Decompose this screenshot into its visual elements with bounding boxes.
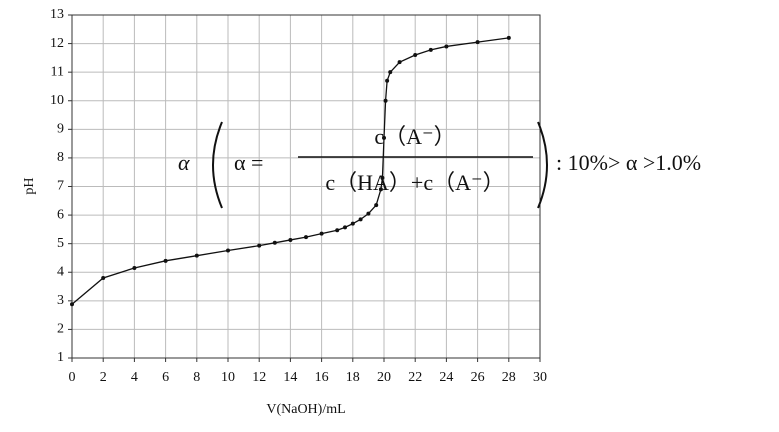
point (319, 231, 324, 236)
x-tick-label: 12 (252, 370, 266, 385)
annotation: c（A⁻） (374, 124, 455, 149)
x-tick-label: 2 (100, 370, 107, 385)
y-tick-label: 10 (50, 93, 64, 108)
y-tick-label: 11 (51, 64, 64, 79)
point (378, 187, 383, 192)
x-tick-label: 14 (283, 370, 297, 385)
point (385, 78, 390, 83)
annotation: : 10%> α >1.0% (556, 150, 701, 175)
x-tick-label: 4 (131, 370, 138, 385)
plot-frame (71, 14, 541, 359)
y-tick-label: 1 (57, 350, 64, 365)
y-tick-label: 12 (50, 36, 64, 51)
point (506, 35, 511, 40)
y-tick-label: 7 (57, 179, 64, 194)
point (163, 258, 168, 263)
point (366, 211, 371, 216)
x-tick-label: 20 (377, 370, 391, 385)
y-tick-label: 13 (50, 7, 64, 22)
x-tick-label: 30 (533, 370, 547, 385)
y-tick-label: 8 (57, 150, 64, 165)
point (382, 135, 386, 140)
point (304, 235, 308, 240)
x-tick-label: 26 (471, 370, 485, 385)
y-axis-label: pH (22, 177, 37, 194)
point (413, 53, 418, 58)
point (194, 253, 199, 258)
x-tick-label: 6 (162, 370, 169, 385)
x-tick-label: 28 (502, 370, 516, 385)
formula: α α = c（A⁻） c（HA）+c（A⁻） : 10%> α >1.0% (178, 121, 701, 209)
y-tick-label: 3 (57, 293, 64, 308)
annotation: α = (234, 150, 263, 175)
y-tick-label: 9 (57, 122, 64, 137)
point (226, 248, 230, 253)
point (383, 98, 388, 103)
x-tick-label: 22 (408, 370, 422, 385)
annotation: c（HA）+c（A⁻） (325, 170, 504, 195)
x-tick-label: 8 (193, 370, 200, 385)
annotation: α (178, 150, 190, 175)
x-axis-label: V(NaOH)/mL (266, 402, 345, 417)
point (475, 40, 480, 45)
x-tick-label: 10 (221, 370, 235, 385)
y-tick-label: 4 (57, 264, 64, 279)
x-tick-label: 24 (439, 370, 453, 385)
point (70, 302, 74, 307)
x-tick-label: 18 (346, 370, 360, 385)
point (132, 265, 137, 270)
point (428, 47, 433, 52)
point (288, 237, 293, 242)
point (358, 217, 363, 222)
y-tick-label: 6 (57, 207, 64, 222)
point (444, 44, 449, 49)
y-tick-label: 2 (57, 322, 64, 337)
x-tick-label: 16 (315, 370, 329, 385)
point (343, 225, 347, 230)
point (380, 175, 385, 180)
point (257, 243, 262, 248)
point (397, 60, 402, 65)
paren (537, 121, 548, 209)
point (350, 221, 355, 226)
paren (212, 121, 223, 209)
point (388, 70, 393, 75)
point (335, 228, 340, 233)
x-tick-label: 0 (69, 370, 76, 385)
point (374, 203, 379, 208)
y-tick-label: 5 (57, 236, 64, 251)
point (101, 275, 106, 280)
point (272, 240, 277, 245)
